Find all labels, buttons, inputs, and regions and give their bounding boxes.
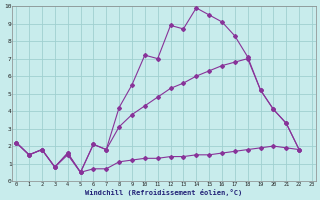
X-axis label: Windchill (Refroidissement éolien,°C): Windchill (Refroidissement éolien,°C) [85, 189, 243, 196]
